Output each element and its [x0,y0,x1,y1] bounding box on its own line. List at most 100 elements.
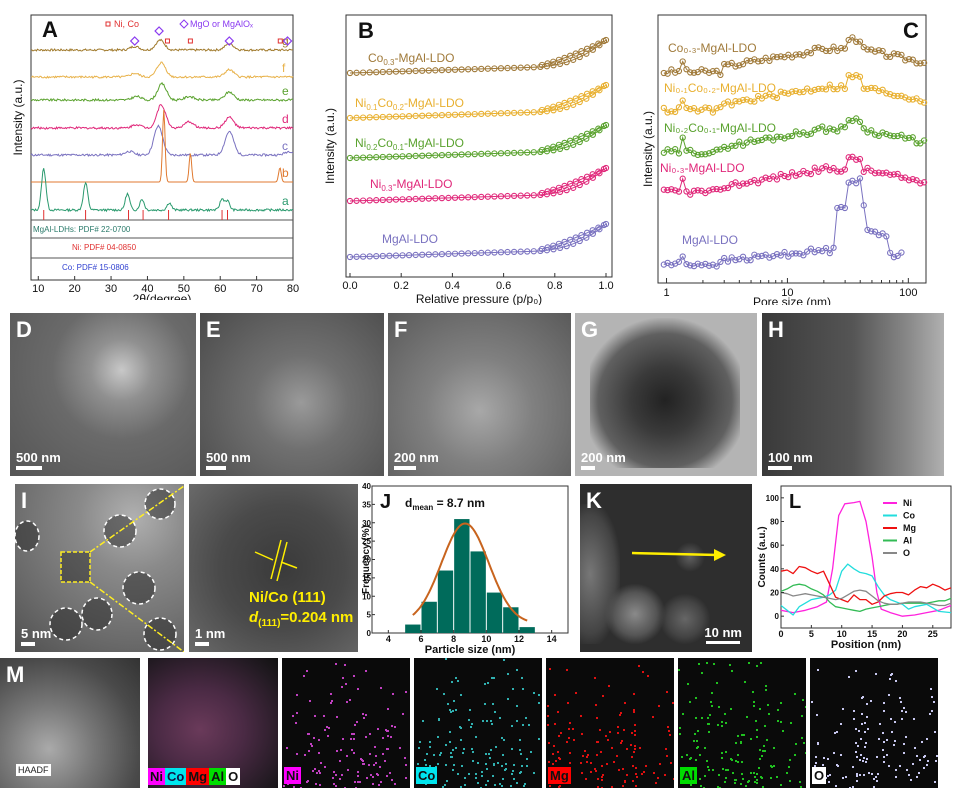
psd-point [664,109,671,116]
isotherm-point [578,93,585,100]
series-label: Ni0.2Co0.1-MgAl-LDO [355,136,464,152]
y-tick-label: 20 [770,589,779,598]
x-tick-label: 0 [778,629,783,639]
isotherm-point [458,111,465,118]
y-axis-label: Intensity (a.u.) [11,79,25,155]
isotherm-point [596,170,603,177]
isotherm-point [366,253,373,260]
psd-point [766,254,773,261]
psd-point [762,92,769,99]
isotherm-point [570,184,577,191]
histogram-bar [454,519,470,633]
isotherm-point [491,65,498,72]
psd-point [770,53,777,60]
isotherm-point [572,95,579,102]
isotherm-point [478,249,485,257]
isotherm-point [399,153,406,160]
psd-point [717,103,724,111]
psd-point [860,125,867,132]
isotherm-point [471,150,478,158]
psd-point [792,250,800,257]
psd-point [894,170,901,178]
isotherm-point [589,46,597,53]
psd-point [751,98,758,105]
isotherm-point [524,149,531,156]
isotherm-point [419,152,426,159]
psd-point [679,58,686,65]
isotherm-point [555,141,563,149]
isotherm-point [359,197,367,204]
psd-point [679,175,686,182]
histogram-bar [405,624,421,633]
psd-point [796,89,803,96]
isotherm-point [425,67,432,74]
psd-point [679,97,686,104]
psd-point [683,66,690,73]
psd-point [683,104,690,112]
psd-point [732,142,739,149]
psd-point [687,106,694,113]
isotherm-point [537,191,544,199]
psd-point [868,228,875,235]
isotherm-point [366,69,373,76]
x-axis-label: Position (nm) [831,639,902,651]
psd-point [864,46,871,53]
psd-point [856,38,864,45]
isotherm-point [600,82,608,90]
isotherm-point [595,40,602,47]
isotherm-point [530,192,537,199]
particle-circle [144,488,176,520]
series-label: Ni0.3-MgAl-LDO [370,177,452,193]
isotherm-point [373,69,380,76]
isotherm-point [504,192,511,200]
y-tick-label: 60 [770,541,779,550]
particle-circle [49,607,83,641]
x-tick-label: 4 [386,634,391,644]
psd-point [664,70,671,77]
isotherm-point [595,168,602,175]
psd-point [830,164,837,172]
psd-point [660,69,667,77]
series-label: e [282,84,289,98]
psd-point [694,260,701,267]
isotherm-point [491,193,498,200]
psd-point [800,52,807,59]
psd-point [766,57,773,65]
panel-m-label: M [6,662,24,687]
psd-point [819,123,826,130]
isotherm-point [491,249,498,256]
isotherm-point [373,197,380,204]
psd-point [728,142,735,149]
psd-point [856,118,864,126]
psd-point [886,53,894,61]
x-tick-label: 10 [481,634,491,644]
xrd-series-g [30,38,294,52]
psd-point [804,85,811,92]
series-label: a [282,194,289,208]
panel-label: L [789,491,801,513]
series-label: b [282,166,289,180]
psd-point [815,85,822,93]
isotherm-point [445,194,452,202]
psd-point [807,170,815,178]
mgo-marker-icon [129,36,140,46]
psd-point [773,251,781,258]
psd-point [698,151,705,158]
psd-point [713,67,720,74]
isotherm-point [425,152,432,159]
eds-map-tag: Co [416,767,438,784]
isotherm-point [578,48,585,55]
eds-map-co: Co [414,658,542,788]
particle-circle [15,520,40,552]
overlay-tag-co: Co [165,768,187,785]
isotherm-point [497,65,505,72]
isotherm-point [379,113,386,121]
isotherm-point [425,195,432,202]
psd-point [837,82,845,89]
isotherm-point [346,114,354,122]
isotherm-point [451,250,459,257]
isotherm-point [379,196,386,204]
isotherm-point [392,113,400,120]
isotherm-point [412,195,419,203]
scale-bar-text: 10 nm [704,625,742,640]
